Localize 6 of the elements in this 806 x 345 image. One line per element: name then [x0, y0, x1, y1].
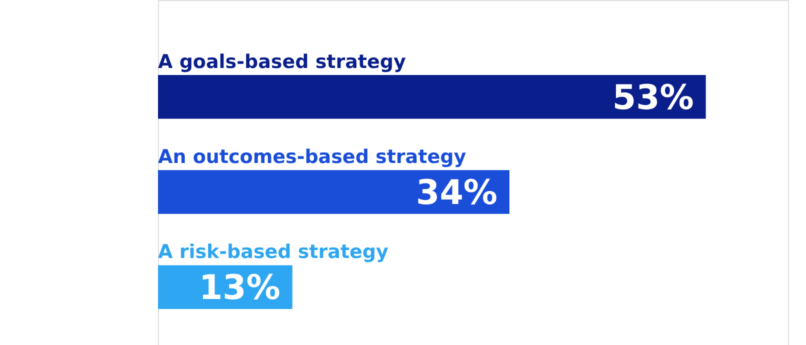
data-label: 53% — [612, 78, 694, 118]
y-tick-label: A risk-based strategy — [158, 241, 390, 264]
y-tick-label: An outcomes-based strategy — [158, 146, 467, 168]
data-label: 13% — [198, 268, 280, 308]
y-tick-label: A goals-based strategy — [158, 50, 406, 73]
data-label: 34% — [416, 173, 498, 213]
